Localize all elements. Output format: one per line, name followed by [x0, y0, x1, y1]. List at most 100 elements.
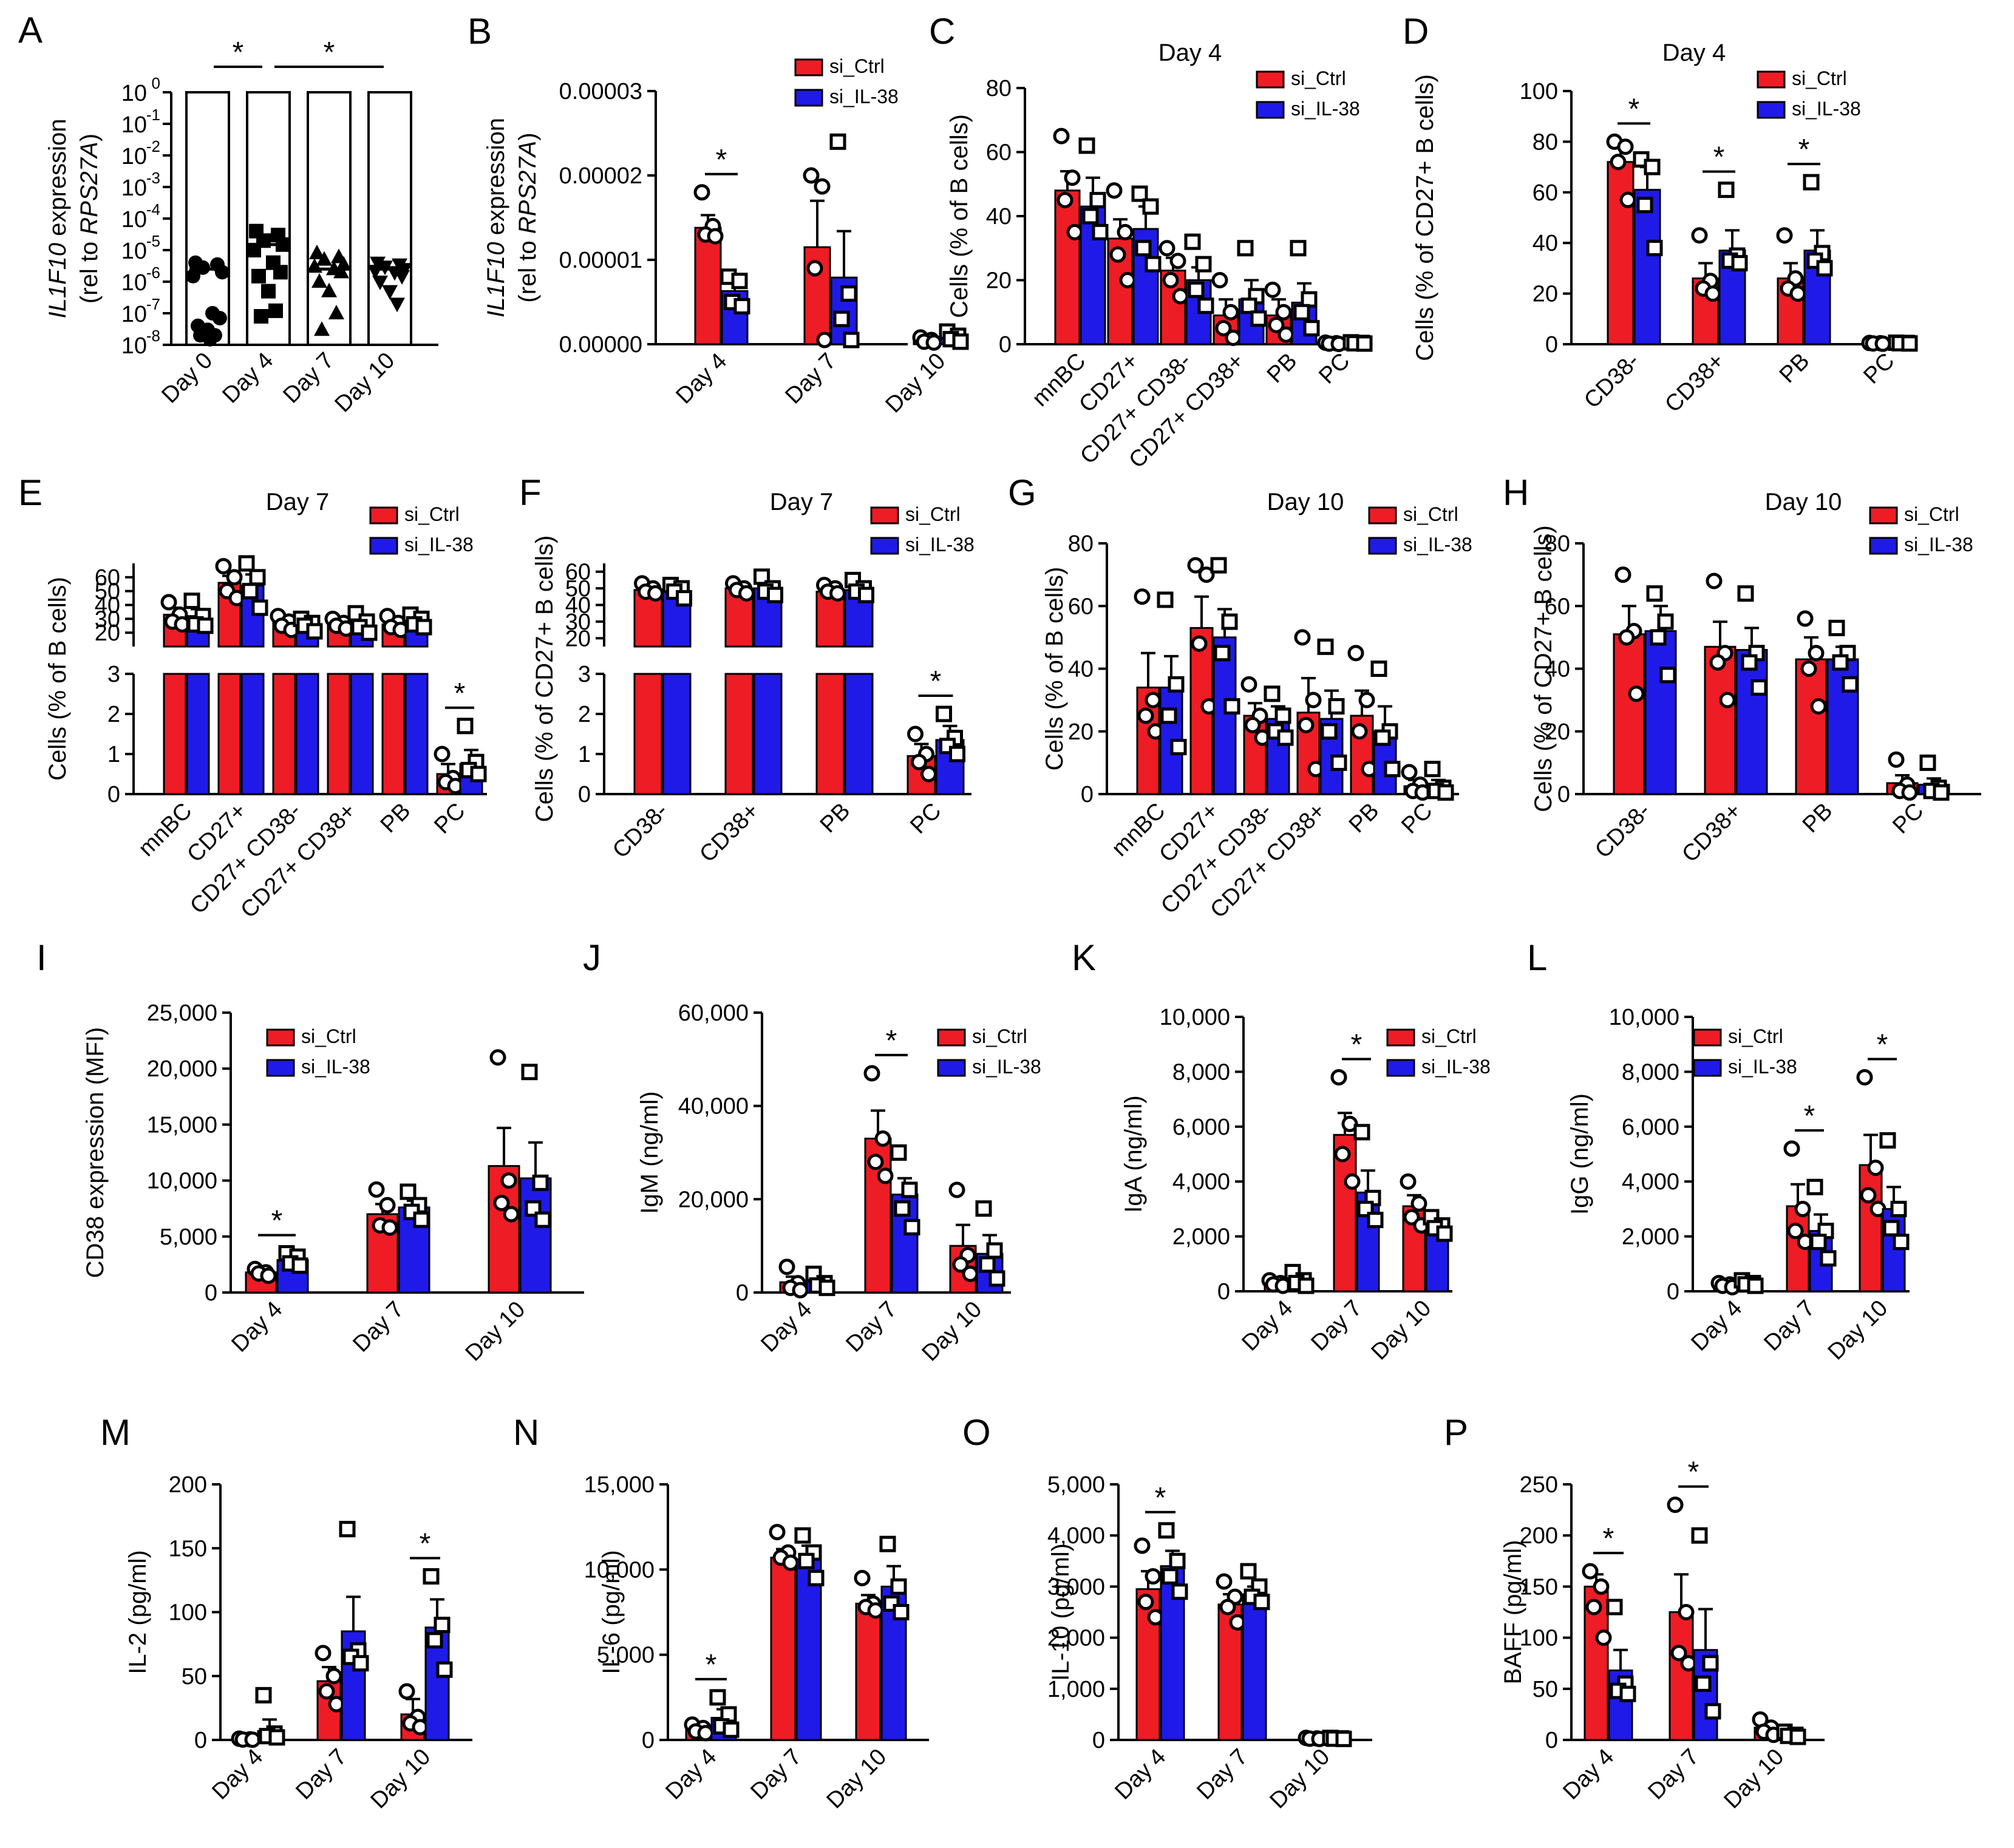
a-point — [254, 309, 268, 324]
c-point-si-il38 — [1197, 297, 1214, 314]
g-point-si-ctrl — [1134, 588, 1151, 605]
a-point — [276, 237, 290, 252]
c-point-si-ctrl — [1064, 169, 1081, 186]
c-point-si-il38 — [1250, 310, 1267, 327]
c-point-si-ctrl — [1158, 240, 1175, 257]
p-xtick-label-0: Day 4 — [1558, 1744, 1619, 1805]
panel-p: P 0 50 100 150 200 250 BAFF (pg/ml) Day 4 Day 7 Da… — [1444, 1412, 1825, 1814]
n-xtick-label-1: Day 7 — [746, 1744, 806, 1805]
h-point-si-ctrl — [1797, 610, 1814, 627]
m-point-si-ctrl — [315, 1645, 332, 1662]
legend-label-si-il38: si_IL-38 — [829, 86, 899, 107]
e-ytick-label: 1 — [107, 742, 120, 767]
a-ytick-label: 10 — [121, 333, 147, 359]
legend-swatch-si-ctrl — [1368, 506, 1397, 525]
d-point-si-ctrl — [1619, 191, 1636, 208]
i-point-si-ctrl — [493, 1194, 510, 1211]
panel-letter-a: A — [18, 10, 43, 50]
a-point — [215, 265, 230, 280]
a-ytick-label: 10 — [121, 112, 147, 138]
o-ytick-label: 1,000 — [1047, 1677, 1105, 1702]
a-ytick-exponent: -2 — [146, 137, 160, 155]
p-ytick-label: 100 — [1520, 1626, 1558, 1651]
j-point-si-ctrl — [948, 1181, 965, 1198]
m-point-si-ctrl — [318, 1683, 335, 1700]
a-point — [372, 276, 388, 290]
g-point-si-il38 — [1277, 729, 1294, 746]
i-point-si-il38 — [400, 1183, 417, 1200]
h-point-si-ctrl — [1618, 629, 1635, 646]
k-xtick-label-2: Day 10 — [1367, 1296, 1437, 1365]
g-point-si-il38 — [1168, 676, 1185, 693]
n-significance-0: * — [695, 1649, 727, 1681]
f-ytick-label: 30 — [565, 610, 591, 635]
j-xtick-label-0: Day 4 — [756, 1297, 817, 1357]
c-point-si-ctrl — [1277, 326, 1294, 343]
n-significance-0-label: * — [706, 1649, 717, 1681]
p-point-si-ctrl — [1585, 1598, 1602, 1615]
e-point-si-il38 — [242, 583, 259, 600]
g-point-si-ctrl — [1305, 691, 1322, 708]
m-ytick-label: 200 — [169, 1472, 207, 1498]
legend-swatch-si-ctrl — [1386, 1028, 1415, 1047]
p-point-si-il38 — [1691, 1527, 1708, 1544]
n-bar-si-ctrl-2 — [855, 1602, 882, 1741]
a-ytick-label: 10 — [121, 207, 147, 233]
a-significance-1-label: * — [324, 36, 335, 69]
l-errorbar — [1863, 1133, 1878, 1166]
c-ytick-label: 40 — [986, 204, 1012, 229]
o-ytick-label: 2,000 — [1047, 1626, 1105, 1651]
b-ytick-label: 0.00002 — [559, 163, 642, 189]
b-ytick-label: 0.00003 — [559, 79, 642, 104]
g-point-si-ctrl — [1145, 691, 1162, 708]
panel-j: J 0 20,000 40,000 60,000 IgM (ng/ml) Day 4 Day … — [583, 937, 1041, 1367]
c-point-si-ctrl — [1053, 127, 1070, 144]
k-significance-0-label: * — [1351, 1028, 1363, 1061]
p-errorbar — [1698, 1608, 1713, 1650]
p-ytick-label: 50 — [1533, 1677, 1558, 1702]
p-ytick-label: 250 — [1520, 1472, 1558, 1498]
m-xtick-label-1: Day 7 — [291, 1744, 352, 1805]
a-significance-1: * — [274, 36, 384, 69]
p-ytick-label: 200 — [1520, 1523, 1558, 1549]
c-point-si-ctrl — [1215, 320, 1232, 337]
g-point-si-ctrl — [1351, 723, 1368, 740]
b-significance-0-label: * — [716, 144, 727, 176]
b-point-si-il38 — [952, 333, 969, 350]
g-xtick-label-5: PC — [1397, 798, 1437, 839]
h-ytick-label: 40 — [1545, 657, 1570, 682]
h-bar-si-il38-1 — [1735, 649, 1768, 795]
b-point-si-il38 — [840, 285, 857, 302]
p-point-si-il38 — [1606, 1598, 1623, 1615]
l-significance-1-label: * — [1877, 1028, 1888, 1061]
legend-swatch-si-il38 — [1256, 101, 1285, 119]
p-point-si-il38 — [1702, 1655, 1719, 1672]
f-point-si-il38 — [936, 705, 952, 722]
o-point-si-il38 — [1158, 1522, 1175, 1539]
o-significance-0: * — [1145, 1482, 1175, 1514]
c-point-si-ctrl — [1162, 272, 1179, 288]
d-significance-2-label: * — [1798, 134, 1810, 166]
l-point-si-il38 — [1747, 1277, 1764, 1294]
n-bar-si-il38-1 — [795, 1558, 822, 1741]
legend-swatch-si-il38 — [794, 89, 823, 107]
i-xtick-label-2: Day 10 — [461, 1297, 531, 1367]
f-significance-0: * — [918, 665, 953, 698]
e-ytick-label: 3 — [107, 662, 120, 687]
m-point-si-il38 — [423, 1568, 440, 1585]
legend-label-si-ctrl: si_Ctrl — [1291, 67, 1346, 89]
o-point-si-ctrl — [1145, 1568, 1162, 1585]
panel-m: M 0 50 100 150 200 IL-2 (pg/ml) Day 4 Day 7 Day 1… — [100, 1412, 472, 1814]
i-ytick-label: 10,000 — [147, 1169, 217, 1194]
b-significance-0: * — [705, 144, 738, 176]
legend-label-si-il38: si_IL-38 — [1728, 1056, 1797, 1078]
e-point-si-ctrl — [215, 558, 232, 575]
e-ytick-label: 2 — [107, 702, 120, 727]
b-point-si-ctrl — [693, 184, 710, 201]
a-point — [203, 331, 217, 347]
g-point-si-il38 — [1264, 685, 1281, 702]
k-point-si-il38 — [1298, 1277, 1315, 1294]
legend-label-si-ctrl: si_Ctrl — [1403, 503, 1458, 525]
b-ytick-label: 0.00000 — [559, 332, 642, 358]
g-point-si-ctrl — [1137, 707, 1154, 724]
